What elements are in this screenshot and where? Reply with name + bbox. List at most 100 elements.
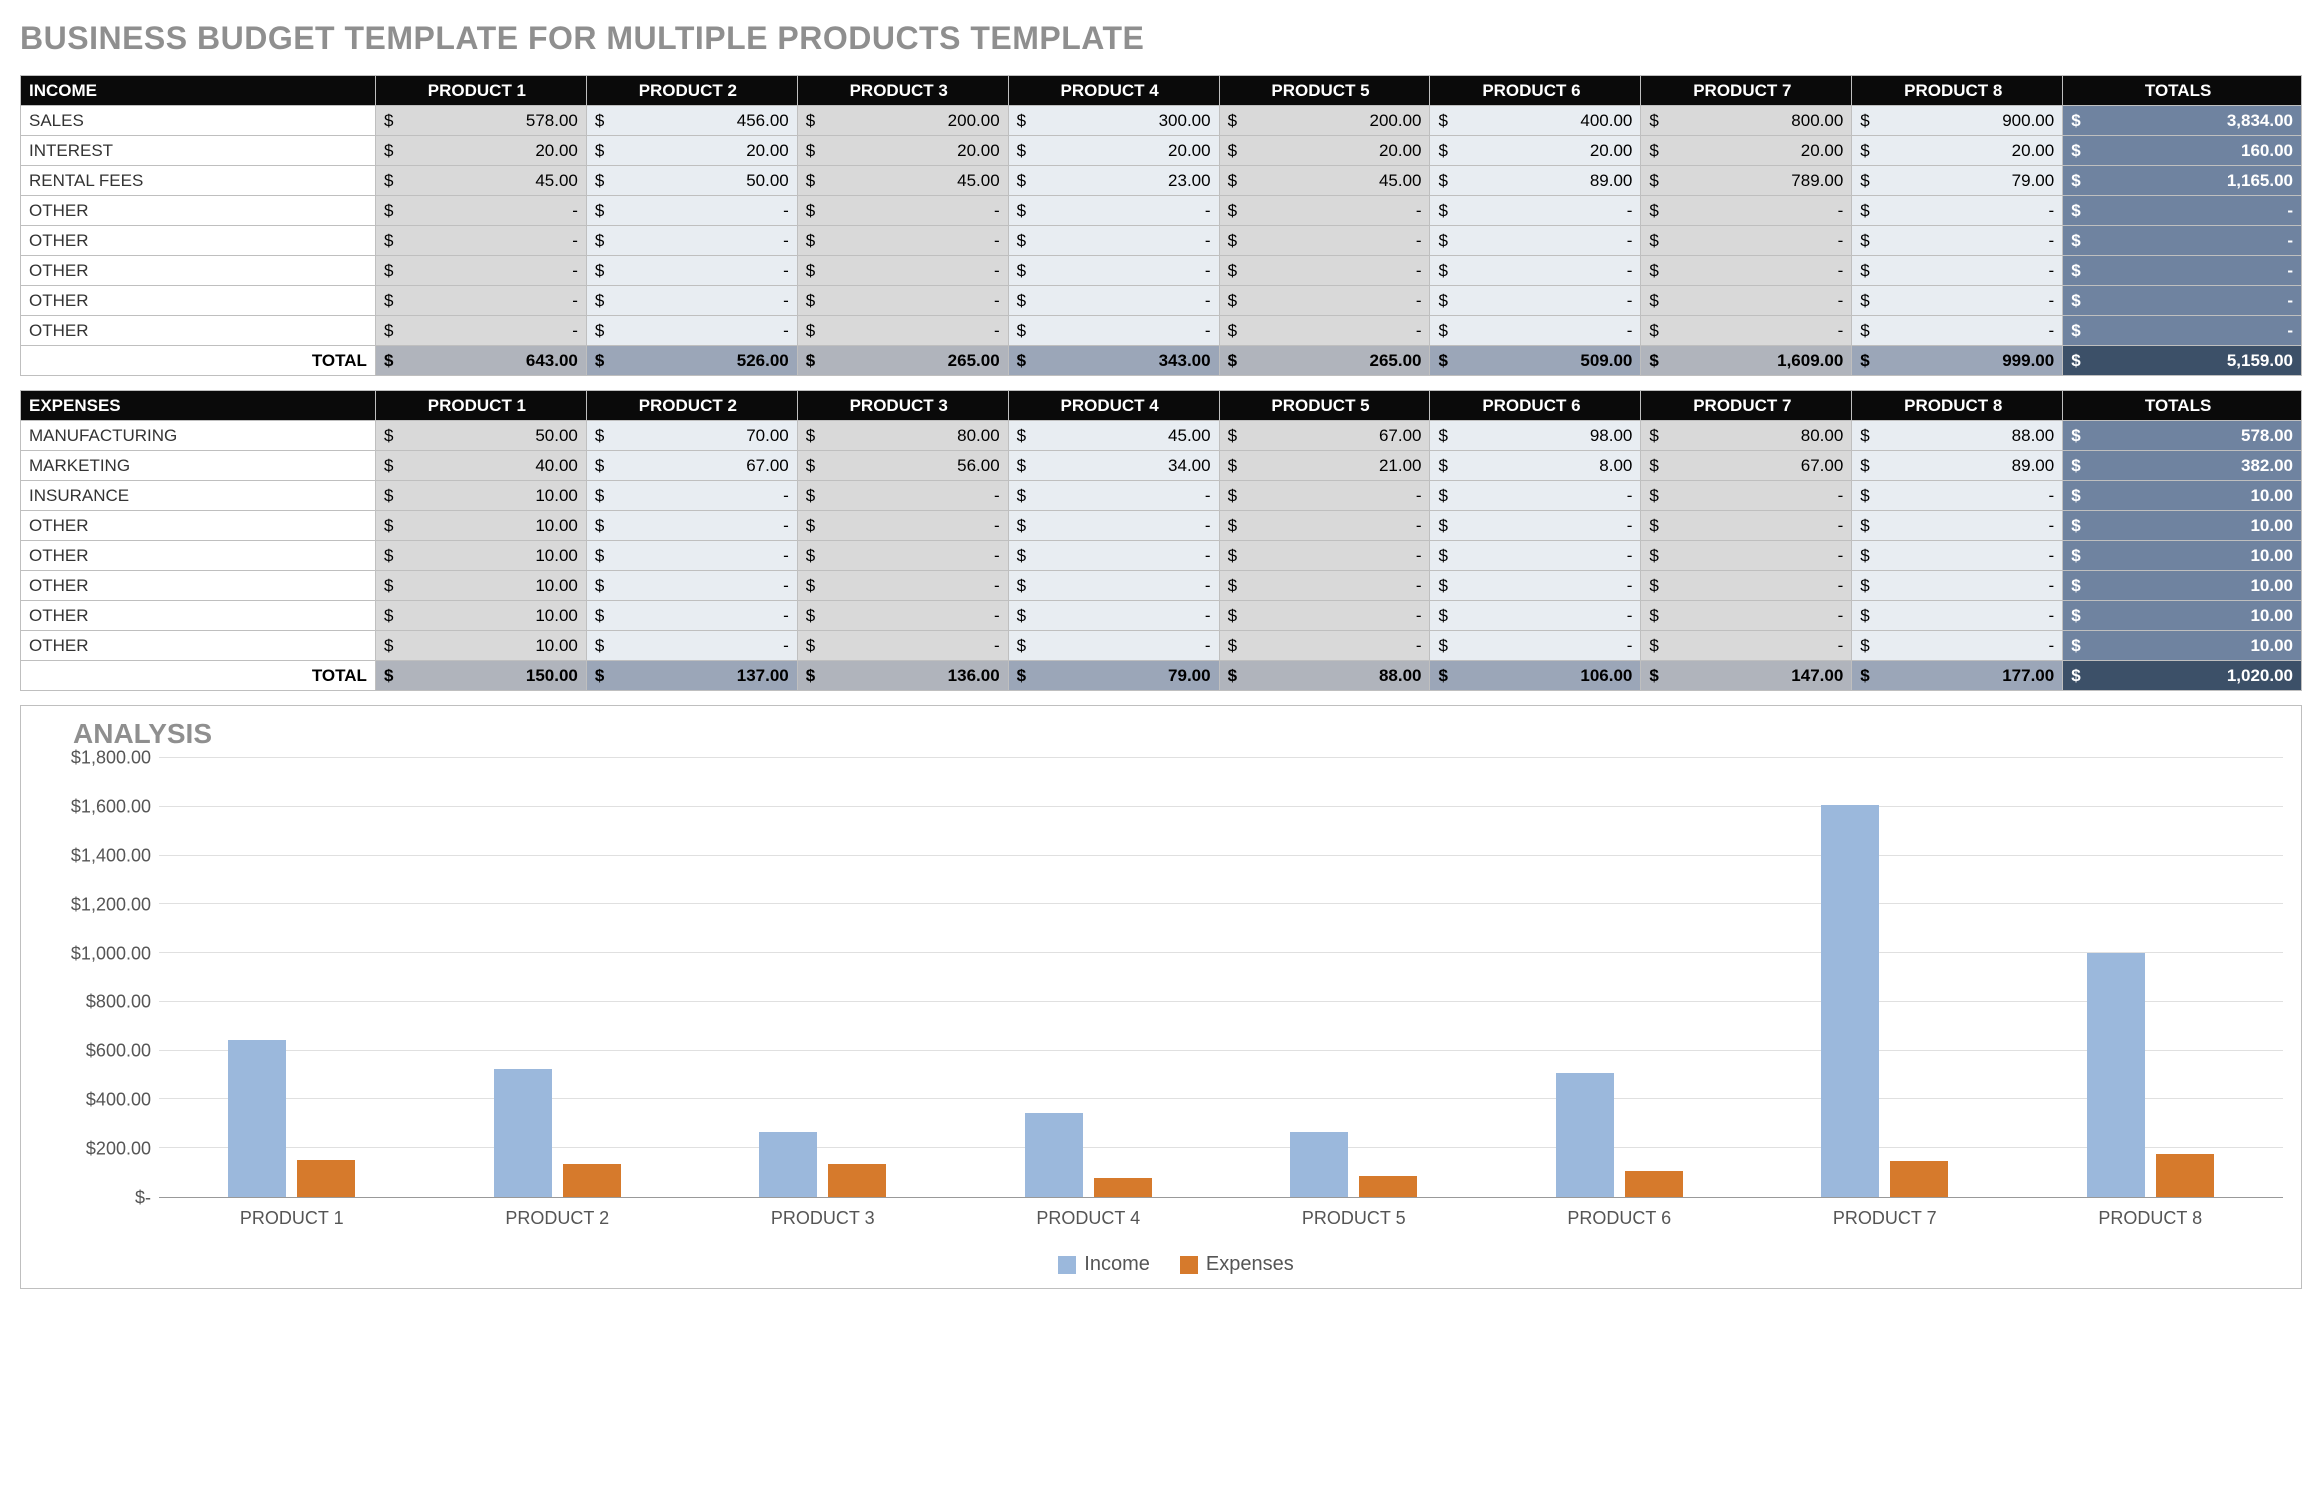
row-total-cell[interactable]: $- <box>2063 196 2302 226</box>
column-total-cell[interactable]: $1,609.00 <box>1641 346 1852 376</box>
value-cell[interactable]: $456.00 <box>586 106 797 136</box>
value-cell[interactable]: $88.00 <box>1852 421 2063 451</box>
value-cell[interactable]: $40.00 <box>375 451 586 481</box>
value-cell[interactable]: $- <box>797 196 1008 226</box>
value-cell[interactable]: $400.00 <box>1430 106 1641 136</box>
value-cell[interactable]: $- <box>1852 196 2063 226</box>
value-cell[interactable]: $80.00 <box>1641 421 1852 451</box>
value-cell[interactable]: $- <box>1219 286 1430 316</box>
value-cell[interactable]: $45.00 <box>797 166 1008 196</box>
value-cell[interactable]: $- <box>586 286 797 316</box>
value-cell[interactable]: $10.00 <box>375 481 586 511</box>
value-cell[interactable]: $10.00 <box>375 511 586 541</box>
value-cell[interactable]: $- <box>1641 256 1852 286</box>
value-cell[interactable]: $- <box>1430 601 1641 631</box>
value-cell[interactable]: $900.00 <box>1852 106 2063 136</box>
value-cell[interactable]: $- <box>1852 316 2063 346</box>
value-cell[interactable]: $20.00 <box>1008 136 1219 166</box>
value-cell[interactable]: $- <box>1008 631 1219 661</box>
value-cell[interactable]: $- <box>586 631 797 661</box>
value-cell[interactable]: $20.00 <box>1430 136 1641 166</box>
value-cell[interactable]: $20.00 <box>375 136 586 166</box>
grand-total-cell[interactable]: $5,159.00 <box>2063 346 2302 376</box>
row-total-cell[interactable]: $- <box>2063 226 2302 256</box>
grand-total-cell[interactable]: $1,020.00 <box>2063 661 2302 691</box>
value-cell[interactable]: $- <box>1219 631 1430 661</box>
column-total-cell[interactable]: $136.00 <box>797 661 1008 691</box>
row-total-cell[interactable]: $- <box>2063 316 2302 346</box>
value-cell[interactable]: $- <box>1008 226 1219 256</box>
value-cell[interactable]: $- <box>797 511 1008 541</box>
value-cell[interactable]: $- <box>1641 631 1852 661</box>
row-total-cell[interactable]: $382.00 <box>2063 451 2302 481</box>
value-cell[interactable]: $21.00 <box>1219 451 1430 481</box>
value-cell[interactable]: $- <box>1008 196 1219 226</box>
value-cell[interactable]: $- <box>1641 226 1852 256</box>
value-cell[interactable]: $300.00 <box>1008 106 1219 136</box>
value-cell[interactable]: $- <box>1641 286 1852 316</box>
value-cell[interactable]: $- <box>1641 541 1852 571</box>
row-total-cell[interactable]: $10.00 <box>2063 571 2302 601</box>
value-cell[interactable]: $- <box>1219 316 1430 346</box>
value-cell[interactable]: $80.00 <box>797 421 1008 451</box>
value-cell[interactable]: $- <box>1008 316 1219 346</box>
value-cell[interactable]: $- <box>1430 631 1641 661</box>
row-total-cell[interactable]: $578.00 <box>2063 421 2302 451</box>
value-cell[interactable]: $- <box>1852 481 2063 511</box>
value-cell[interactable]: $- <box>1430 511 1641 541</box>
value-cell[interactable]: $- <box>1641 511 1852 541</box>
value-cell[interactable]: $- <box>1008 541 1219 571</box>
value-cell[interactable]: $- <box>1430 256 1641 286</box>
value-cell[interactable]: $- <box>1430 541 1641 571</box>
value-cell[interactable]: $- <box>1641 316 1852 346</box>
value-cell[interactable]: $- <box>1852 511 2063 541</box>
value-cell[interactable]: $- <box>1219 256 1430 286</box>
row-total-cell[interactable]: $10.00 <box>2063 541 2302 571</box>
column-total-cell[interactable]: $177.00 <box>1852 661 2063 691</box>
value-cell[interactable]: $20.00 <box>1219 136 1430 166</box>
value-cell[interactable]: $- <box>797 226 1008 256</box>
value-cell[interactable]: $20.00 <box>797 136 1008 166</box>
value-cell[interactable]: $10.00 <box>375 601 586 631</box>
value-cell[interactable]: $- <box>1008 256 1219 286</box>
value-cell[interactable]: $50.00 <box>375 421 586 451</box>
value-cell[interactable]: $10.00 <box>375 541 586 571</box>
value-cell[interactable]: $8.00 <box>1430 451 1641 481</box>
value-cell[interactable]: $200.00 <box>797 106 1008 136</box>
value-cell[interactable]: $- <box>1641 196 1852 226</box>
value-cell[interactable]: $- <box>1852 601 2063 631</box>
value-cell[interactable]: $50.00 <box>586 166 797 196</box>
value-cell[interactable]: $98.00 <box>1430 421 1641 451</box>
value-cell[interactable]: $89.00 <box>1852 451 2063 481</box>
value-cell[interactable]: $- <box>1219 511 1430 541</box>
value-cell[interactable]: $200.00 <box>1219 106 1430 136</box>
value-cell[interactable]: $800.00 <box>1641 106 1852 136</box>
value-cell[interactable]: $89.00 <box>1430 166 1641 196</box>
value-cell[interactable]: $- <box>586 481 797 511</box>
value-cell[interactable]: $20.00 <box>1641 136 1852 166</box>
value-cell[interactable]: $- <box>375 286 586 316</box>
row-total-cell[interactable]: $10.00 <box>2063 481 2302 511</box>
value-cell[interactable]: $- <box>1430 571 1641 601</box>
value-cell[interactable]: $- <box>586 571 797 601</box>
value-cell[interactable]: $- <box>1852 226 2063 256</box>
value-cell[interactable]: $- <box>1219 571 1430 601</box>
value-cell[interactable]: $- <box>1008 286 1219 316</box>
column-total-cell[interactable]: $88.00 <box>1219 661 1430 691</box>
value-cell[interactable]: $- <box>1430 481 1641 511</box>
column-total-cell[interactable]: $106.00 <box>1430 661 1641 691</box>
value-cell[interactable]: $- <box>1008 601 1219 631</box>
column-total-cell[interactable]: $137.00 <box>586 661 797 691</box>
value-cell[interactable]: $- <box>797 571 1008 601</box>
value-cell[interactable]: $- <box>375 226 586 256</box>
value-cell[interactable]: $- <box>1852 541 2063 571</box>
column-total-cell[interactable]: $79.00 <box>1008 661 1219 691</box>
value-cell[interactable]: $- <box>1008 481 1219 511</box>
row-total-cell[interactable]: $10.00 <box>2063 631 2302 661</box>
value-cell[interactable]: $67.00 <box>586 451 797 481</box>
value-cell[interactable]: $- <box>797 256 1008 286</box>
row-total-cell[interactable]: $1,165.00 <box>2063 166 2302 196</box>
column-total-cell[interactable]: $509.00 <box>1430 346 1641 376</box>
row-total-cell[interactable]: $- <box>2063 286 2302 316</box>
column-total-cell[interactable]: $643.00 <box>375 346 586 376</box>
